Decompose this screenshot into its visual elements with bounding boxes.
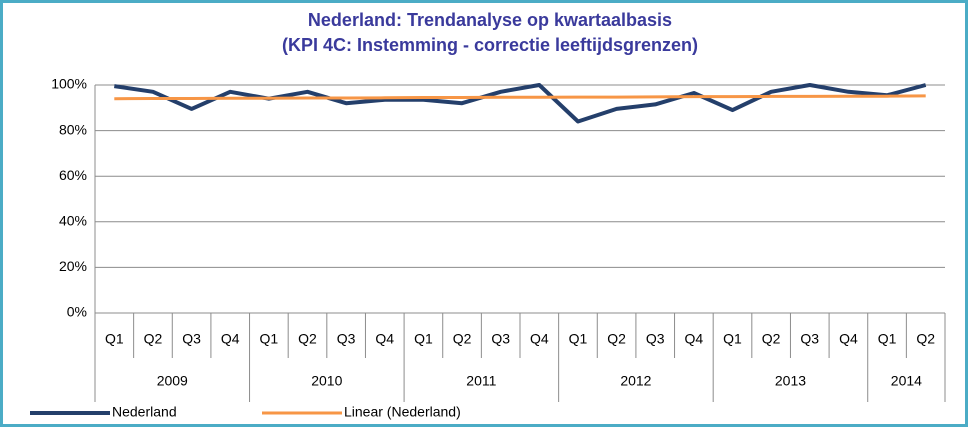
- x-tick-label: Q1: [414, 331, 433, 347]
- y-tick-label: 0%: [67, 304, 87, 320]
- y-tick-label: 40%: [59, 213, 87, 229]
- trend-line: [114, 94, 926, 101]
- chart-subtitle: (KPI 4C: Instemming - correctie leeftijd…: [282, 35, 698, 55]
- x-group-label: 2011: [466, 373, 496, 389]
- x-tick-label: Q3: [337, 331, 356, 347]
- x-group-label: 2012: [620, 373, 651, 389]
- x-tick-label: Q3: [646, 331, 665, 347]
- data-line: [114, 83, 927, 124]
- x-group-label: 2013: [775, 373, 806, 389]
- x-tick-label: Q2: [916, 331, 935, 347]
- chart-title: Nederland: Trendanalyse op kwartaalbasis: [308, 10, 672, 30]
- x-tick-label: Q1: [878, 331, 897, 347]
- y-tick-label: 20%: [59, 258, 87, 274]
- x-tick-label: Q4: [530, 331, 549, 347]
- x-tick-label: Q3: [800, 331, 819, 347]
- x-tick-label: Q2: [453, 331, 472, 347]
- x-tick-label: Q3: [182, 331, 201, 347]
- x-tick-label: Q4: [221, 331, 240, 347]
- legend-label: Linear (Nederland): [344, 404, 461, 420]
- x-tick-label: Q2: [762, 331, 781, 347]
- x-tick-label: Q4: [375, 331, 394, 347]
- x-tick-label: Q1: [260, 331, 279, 347]
- y-tick-label: 80%: [59, 121, 87, 137]
- x-tick-label: Q4: [685, 331, 704, 347]
- x-group-label: 2010: [311, 373, 342, 389]
- x-tick-label: Q2: [298, 331, 317, 347]
- x-group-label: 2009: [157, 373, 188, 389]
- x-group-label: 2014: [891, 373, 922, 389]
- x-tick-label: Q4: [839, 331, 858, 347]
- y-tick-label: 60%: [59, 167, 87, 183]
- x-tick-label: Q1: [105, 331, 124, 347]
- x-tick-label: Q2: [144, 331, 163, 347]
- y-tick-label: 100%: [51, 76, 87, 92]
- x-tick-label: Q2: [607, 331, 626, 347]
- legend-label: Nederland: [112, 404, 177, 420]
- x-tick-label: Q1: [569, 331, 588, 347]
- x-tick-label: Q3: [491, 331, 510, 347]
- x-tick-label: Q1: [723, 331, 742, 347]
